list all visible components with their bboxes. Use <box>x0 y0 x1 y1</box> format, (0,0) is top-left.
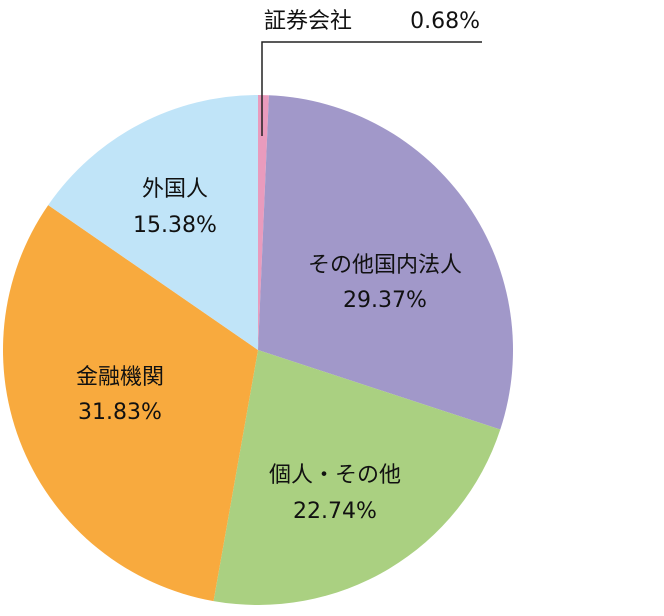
pie-slice <box>213 350 501 606</box>
leader-line <box>261 41 482 136</box>
slice-value: 22.74% <box>293 499 377 524</box>
slice-label: 金融機関 <box>76 365 164 390</box>
slice-label: 証券会社 <box>264 9 352 34</box>
slice-value: 29.37% <box>343 288 427 313</box>
pie-slice <box>258 95 513 430</box>
slice-label: その他国内法人 <box>308 253 462 278</box>
pie-slice <box>2 205 259 602</box>
slice-value: 0.68% <box>410 9 480 34</box>
pie-slice <box>48 95 259 350</box>
pie-slice <box>258 95 269 350</box>
slice-value: 31.83% <box>78 400 162 425</box>
slice-label: 個人・その他 <box>269 463 401 488</box>
slice-label: 外国人 <box>142 177 208 202</box>
slice-value: 15.38% <box>133 213 217 238</box>
